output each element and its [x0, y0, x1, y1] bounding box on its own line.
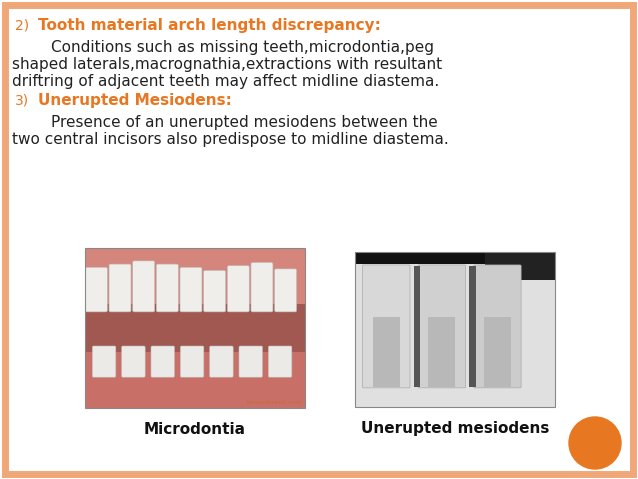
Text: Unerupted Mesiodens:: Unerupted Mesiodens:	[38, 93, 232, 108]
Bar	[85, 304, 305, 352]
Bar	[355, 252, 555, 264]
Bar	[85, 248, 305, 408]
Text: Tooth material arch length discrepancy:: Tooth material arch length discrepancy:	[38, 18, 381, 33]
Text: 2): 2)	[15, 18, 29, 32]
Bar	[469, 266, 476, 387]
FancyBboxPatch shape	[239, 346, 262, 377]
FancyBboxPatch shape	[274, 269, 297, 312]
FancyBboxPatch shape	[85, 267, 107, 312]
Bar	[428, 317, 456, 387]
Text: two central incisors also predispose to midline diastema.: two central incisors also predispose to …	[12, 132, 449, 147]
Text: 3): 3)	[15, 93, 29, 107]
FancyBboxPatch shape	[251, 262, 273, 312]
FancyBboxPatch shape	[122, 346, 145, 377]
FancyBboxPatch shape	[156, 264, 178, 312]
FancyBboxPatch shape	[418, 265, 466, 388]
Bar	[85, 248, 305, 408]
FancyBboxPatch shape	[269, 346, 292, 377]
FancyBboxPatch shape	[204, 271, 226, 312]
FancyBboxPatch shape	[362, 265, 410, 388]
FancyBboxPatch shape	[109, 264, 131, 312]
Circle shape	[569, 417, 621, 469]
FancyBboxPatch shape	[93, 346, 116, 377]
Bar	[85, 347, 305, 408]
FancyBboxPatch shape	[180, 267, 202, 312]
Bar	[85, 248, 305, 309]
Bar	[373, 317, 400, 387]
Text: Microdontia: Microdontia	[144, 422, 246, 437]
FancyBboxPatch shape	[210, 346, 233, 377]
FancyBboxPatch shape	[181, 346, 204, 377]
FancyBboxPatch shape	[473, 265, 521, 388]
Text: shaped laterals,macrognathia,extractions with resultant: shaped laterals,macrognathia,extractions…	[12, 57, 442, 72]
Text: Presence of an unerupted mesiodens between the: Presence of an unerupted mesiodens betwe…	[12, 115, 438, 130]
Bar	[484, 317, 511, 387]
Bar	[355, 252, 555, 407]
FancyBboxPatch shape	[151, 346, 175, 377]
Text: Unerupted mesiodens: Unerupted mesiodens	[361, 421, 549, 436]
FancyBboxPatch shape	[133, 261, 154, 312]
Text: Conditions such as missing teeth,microdontia,peg: Conditions such as missing teeth,microdo…	[12, 40, 434, 55]
Bar	[413, 266, 420, 387]
Text: Juniordentist.com: Juniordentist.com	[247, 400, 302, 405]
Bar	[485, 252, 555, 280]
Text: driftring of adjacent teeth may affect midline diastema.: driftring of adjacent teeth may affect m…	[12, 74, 439, 89]
Bar	[355, 252, 555, 407]
FancyBboxPatch shape	[227, 266, 249, 312]
